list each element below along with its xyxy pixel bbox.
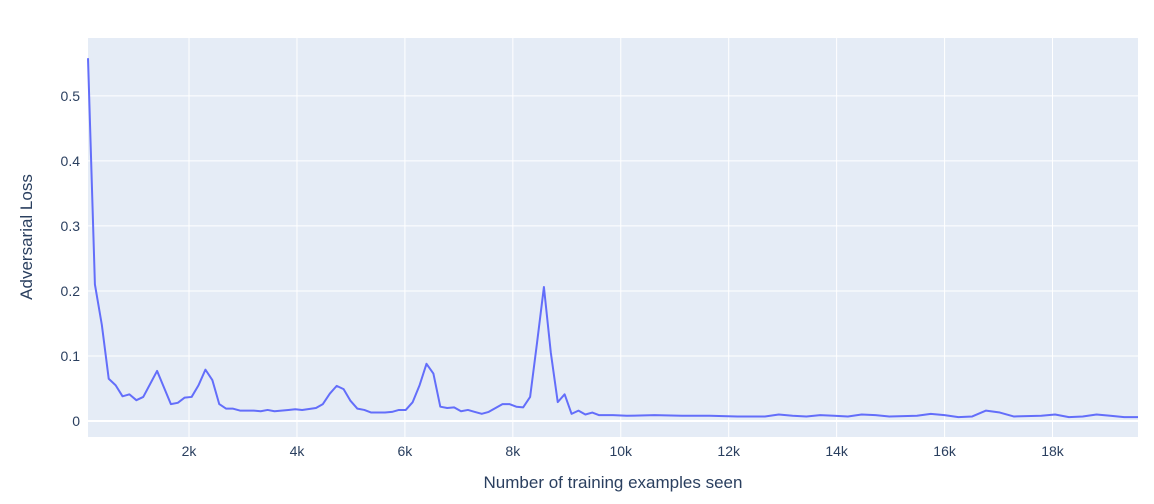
x-tick-label: 18k — [1041, 443, 1065, 459]
labels: 0 0.1 0.2 0.3 0.4 0.5 2k 4k 6k 8k 10k 12k 14k 16k 18k — [61, 88, 1065, 459]
x-tick-label: 4k — [290, 443, 306, 459]
x-axis-title: Number of training examples seen — [484, 473, 743, 492]
y-tick-label: 0.3 — [61, 218, 81, 234]
grid — [88, 38, 1138, 437]
y-tick-label: 0.1 — [61, 348, 81, 364]
y-tick-label: 0.5 — [61, 88, 81, 104]
x-tick-label: 12k — [717, 443, 741, 459]
x-tick-label: 6k — [398, 443, 414, 459]
x-tick-label: 2k — [182, 443, 198, 459]
y-axis-title: Adversarial Loss — [17, 174, 36, 300]
y-tick-label: 0 — [72, 413, 80, 429]
x-tick-label: 10k — [609, 443, 633, 459]
marks — [87, 58, 1138, 419]
y-tick-label: 0.4 — [61, 153, 81, 169]
data-line — [87, 58, 1138, 419]
y-tick-label: 0.2 — [61, 283, 81, 299]
plot-background — [88, 38, 1138, 437]
x-tick-label: 16k — [933, 443, 957, 459]
x-tick-label: 8k — [505, 443, 521, 459]
x-tick-label: 14k — [825, 443, 849, 459]
